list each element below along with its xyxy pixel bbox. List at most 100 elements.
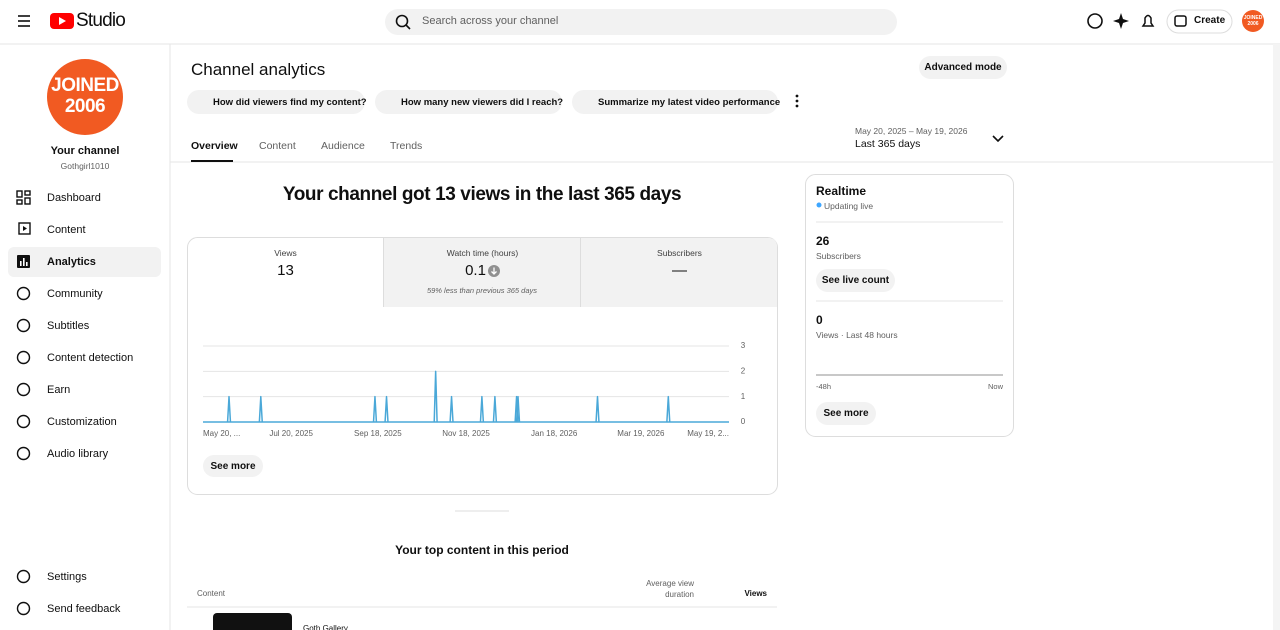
realtime-title: Realtime (816, 184, 867, 198)
subscriber-label: Subscribers (816, 251, 861, 261)
section-title: Your top content in this period (395, 543, 569, 557)
nav-active-bg (8, 247, 161, 277)
page-title: Channel analytics (191, 60, 326, 79)
date-chevron[interactable] (992, 135, 1004, 143)
date-period[interactable]: Last 365 days (855, 138, 921, 150)
account-avatar-text: 2006 (1247, 21, 1259, 27)
headline: Your channel got 13 views in the last 36… (282, 184, 682, 205)
more-icon[interactable] (795, 94, 799, 108)
prompt-label: How did viewers find my content? (213, 97, 367, 108)
see-more-button[interactable]: See more (816, 402, 876, 425)
tab[interactable]: Overview (191, 140, 238, 152)
live-dot (816, 202, 822, 208)
realtime-views-label: Views · Last 48 hours (816, 330, 898, 340)
y-tick-label: 1 (741, 392, 746, 401)
avatar-text: JOINED (51, 75, 119, 96)
table-header: Content (197, 589, 226, 598)
account-avatar[interactable] (1242, 10, 1264, 32)
spike (492, 395, 498, 423)
channel-label: Your channel (50, 145, 120, 157)
spike (515, 395, 521, 423)
spike (666, 395, 671, 423)
nav-icon (18, 222, 31, 235)
realtime-axis-label: -48h (816, 382, 832, 391)
realtime-status: Updating live (824, 201, 874, 211)
spike (384, 395, 389, 423)
advanced-mode-button[interactable]: Advanced mode (919, 56, 1007, 79)
y-tick-label: 2 (741, 366, 746, 375)
spike (449, 395, 454, 423)
search-icon (405, 24, 411, 30)
x-tick-label: Nov 18, 2025 (442, 429, 490, 438)
prompt-chip[interactable] (187, 90, 365, 114)
nav-item[interactable]: Dashboard (47, 192, 101, 204)
table-header: Average view duration (646, 579, 694, 599)
metric-value[interactable]: — (672, 262, 687, 279)
channel-handle: Gothgirl1010 (60, 161, 110, 171)
nav-icon (16, 446, 31, 461)
tab[interactable]: Content (259, 140, 296, 152)
video-thumbnail[interactable] (213, 613, 292, 630)
y-tick-label: 0 (741, 417, 746, 426)
bell-icon[interactable] (1141, 14, 1155, 27)
table-header: Views (744, 589, 767, 598)
nav-icon (17, 255, 30, 268)
tab[interactable]: Audience (321, 140, 365, 152)
spike (479, 395, 485, 423)
help-icon[interactable] (1087, 13, 1103, 29)
x-tick-label: Jan 18, 2026 (531, 429, 578, 438)
avatar-text: 2006 (64, 96, 106, 117)
button-label: See live count (821, 275, 890, 286)
prompt-label: Summarize my latest video performance (598, 97, 781, 108)
spike (595, 395, 600, 423)
nav-item[interactable]: Earn (47, 384, 71, 396)
subscriber-count: 26 (816, 234, 830, 248)
date-range[interactable]: May 20, 2025 – May 19, 2026 (855, 126, 968, 136)
metric-value[interactable]: 13 (277, 262, 294, 279)
nav-icon (16, 569, 31, 584)
logo-text[interactable]: Studio (76, 10, 126, 31)
create-icon (1174, 15, 1187, 27)
spike (226, 395, 232, 423)
prompt-chip[interactable] (375, 90, 562, 114)
button-label: Advanced mode (924, 62, 1002, 73)
ai-icon[interactable] (1113, 13, 1129, 29)
nav-item[interactable]: Content (47, 224, 86, 236)
nav-icon (16, 350, 31, 365)
nav-item[interactable]: Community (47, 288, 103, 300)
channel-avatar[interactable] (47, 59, 123, 135)
menu-icon[interactable] (18, 15, 30, 27)
search-icon (395, 14, 409, 28)
spike (433, 370, 438, 423)
nav-item[interactable]: Analytics (47, 256, 96, 268)
create-label[interactable]: Create (1194, 15, 1226, 26)
button-label: See more (210, 460, 256, 472)
see-more-button[interactable]: See more (203, 455, 263, 477)
live-count-button[interactable]: See live count (816, 269, 895, 292)
metric-label[interactable]: Subscribers (657, 248, 702, 258)
realtime-card (805, 174, 1014, 437)
search-placeholder: Search across your channel (422, 15, 559, 27)
nav-item[interactable]: Settings (47, 571, 87, 583)
metric-value[interactable]: 0.1 (465, 262, 486, 279)
nav-item[interactable]: Send feedback (47, 603, 121, 615)
metric-label[interactable]: Views (274, 248, 297, 258)
down-arrow (491, 267, 497, 275)
scrollbar[interactable] (1273, 44, 1280, 630)
y-tick-label: 3 (741, 341, 746, 350)
spike (258, 395, 263, 423)
search-box[interactable] (385, 9, 897, 35)
nav-icon (16, 382, 31, 397)
tab[interactable]: Trends (390, 140, 423, 152)
video-title[interactable]: Goth Gallery (303, 624, 348, 630)
nav-item[interactable]: Subtitles (47, 320, 90, 332)
nav-icon (16, 414, 31, 429)
nav-item[interactable]: Customization (47, 416, 117, 428)
nav-item[interactable]: Content detection (47, 352, 134, 364)
nav-item[interactable]: Audio library (47, 448, 109, 460)
spike (372, 395, 378, 423)
prompt-chip[interactable] (572, 90, 778, 114)
metric-label[interactable]: Watch time (hours) (446, 248, 519, 258)
